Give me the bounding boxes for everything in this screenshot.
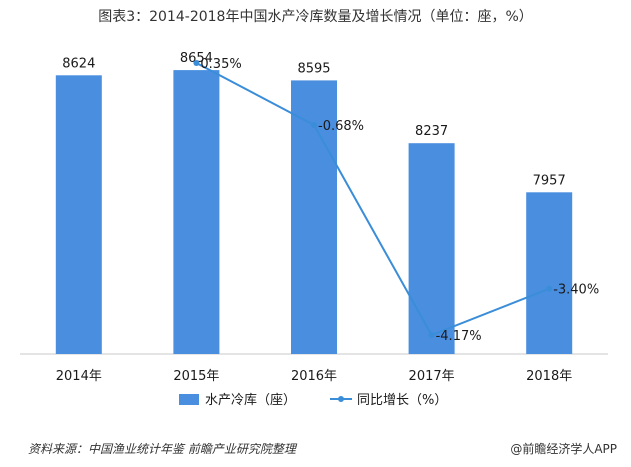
growth-value-label: -4.17%: [436, 329, 482, 344]
x-tick-label: 2014年: [56, 369, 102, 384]
growth-point-2: [428, 332, 435, 338]
growth-value-label: -3.40%: [553, 283, 599, 298]
growth-line: [195, 62, 550, 337]
growth-value-label: -0.68%: [318, 119, 364, 134]
line-labels-group: 0.35% -0.68% -4.17% -3.40%: [200, 57, 599, 344]
bar-value-label: 8624: [62, 56, 95, 71]
bar-value-label: 7957: [533, 173, 566, 188]
bar-4: [526, 192, 573, 354]
legend-line-marker: [338, 396, 344, 402]
bar-1: [173, 70, 220, 354]
bar-labels-group: 8624 8654 8595 8237 7957: [62, 51, 565, 188]
brand-note: @前瞻经济学人APP: [510, 442, 617, 456]
line-points-group: [193, 60, 553, 338]
growth-value-label: 0.35%: [200, 57, 241, 72]
chart-title: 图表3：2014-2018年中国水产冷库数量及增长情况（单位：座，%）: [98, 9, 533, 25]
legend-line-label: 同比增长（%）: [357, 393, 447, 408]
growth-point-1: [311, 122, 317, 128]
x-tick-label: 2015年: [173, 369, 219, 384]
x-tick-label: 2016年: [291, 369, 337, 384]
x-tick-label: 2017年: [409, 369, 455, 384]
bar-0: [55, 75, 102, 355]
bar-3: [408, 143, 455, 354]
legend-bar-swatch: [179, 394, 199, 405]
bars-group: [55, 70, 573, 355]
growth-point-0: [193, 60, 200, 66]
legend-bar-label: 水产冷库（座）: [205, 392, 296, 408]
source-note: 资料来源：中国渔业统计年鉴 前瞻产业研究院整理: [28, 442, 296, 456]
growth-point-3: [546, 285, 553, 292]
x-tick-labels: 2014年 2015年 2016年 2017年 2018年: [56, 369, 572, 384]
bar-value-label: 8595: [297, 61, 330, 76]
legend: 水产冷库（座） 同比增长（%）: [179, 392, 447, 408]
bar-value-label: 8237: [415, 124, 448, 139]
x-tick-label: 2018年: [526, 369, 572, 384]
bar-value-label: 8654: [180, 51, 213, 66]
